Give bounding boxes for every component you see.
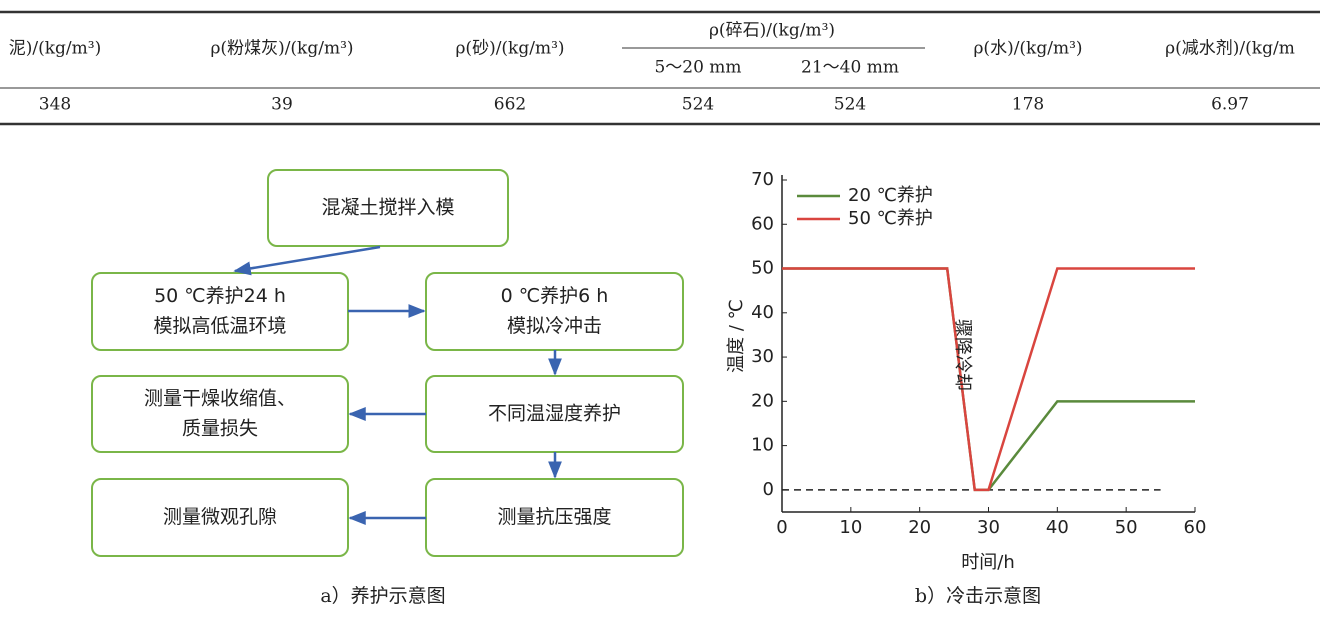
y-tick-label: 30 — [751, 346, 774, 367]
table-cell: 524 — [682, 95, 714, 115]
x-tick-label: 20 — [908, 517, 931, 538]
node-label: 混凝土搅拌入模 — [321, 197, 454, 219]
x-tick-label: 40 — [1046, 517, 1069, 538]
table-cell: 348 — [39, 95, 71, 115]
x-tick-label: 10 — [839, 517, 862, 538]
column-header: ρ(碎石)/(kg/m³) — [709, 21, 835, 41]
caption: b）冷击示意图 — [915, 585, 1041, 607]
y-tick-label: 10 — [751, 435, 774, 456]
sub-header: 21～40 mm — [801, 58, 899, 78]
series-line — [782, 267, 1195, 492]
x-axis-label: 时间/h — [961, 552, 1014, 573]
flow-node — [91, 375, 349, 453]
y-tick-label: 50 — [751, 258, 774, 279]
x-tick-label: 0 — [776, 517, 787, 538]
node-label: 0 ℃养护6 h — [501, 285, 609, 307]
x-tick-label: 30 — [977, 517, 1000, 538]
flowchart: 混凝土搅拌入模 50 ℃养护24 h 模拟高低温环境 0 ℃养护6 h 模拟冷冲击测量干… — [91, 169, 684, 557]
column-header: ρ(减水剂)/(kg/m — [1165, 39, 1295, 59]
y-tick-label: 20 — [751, 390, 774, 411]
flow-arrow — [233, 245, 381, 276]
node-label: 测量干燥收缩值、 — [144, 388, 296, 410]
column-header: ρ(粉煤灰)/(kg/m³) — [210, 39, 353, 59]
table-cell: 39 — [271, 95, 293, 115]
table: 泥)/(kg/m³) ρ(粉煤灰)/(kg/m³) ρ(砂)/(kg/m³) ρ(碎石… — [0, 10, 1320, 126]
node-label: 50 ℃养护24 h — [154, 285, 286, 307]
column-header: ρ(水)/(kg/m³) — [973, 39, 1082, 59]
annotation: 骤降冷却 — [952, 319, 973, 391]
flow-node — [91, 478, 349, 557]
table-cell: 178 — [1012, 95, 1044, 115]
x-tick-label: 60 — [1184, 517, 1207, 538]
y-axis-label: 温度 / ℃ — [726, 299, 747, 373]
caption: a）养护示意图 — [320, 585, 445, 607]
flow-node — [267, 169, 509, 247]
y-tick-label: 40 — [751, 302, 774, 323]
node-label: 测量抗压强度 — [497, 506, 611, 528]
table-cell: 662 — [494, 95, 526, 115]
node-label: 模拟冷冲击 — [507, 315, 602, 337]
table-cell: 6.97 — [1211, 95, 1249, 115]
y-tick-label: 0 — [763, 479, 774, 500]
node-label: 不同温湿度养护 — [488, 403, 621, 425]
column-header: ρ(砂)/(kg/m³) — [455, 39, 564, 59]
legend-label: 20 ℃养护 — [848, 185, 933, 206]
sub-header: 5～20 mm — [654, 58, 741, 78]
series-line — [782, 267, 1195, 492]
y-tick-label: 70 — [751, 169, 774, 190]
node-label: 模拟高低温环境 — [153, 315, 286, 337]
y-tick-label: 60 — [751, 213, 774, 234]
legend-label: 50 ℃养护 — [848, 208, 933, 229]
x-tick-label: 50 — [1115, 517, 1138, 538]
node-label: 质量损失 — [182, 418, 258, 440]
node-label: 测量微观孔隙 — [163, 506, 277, 528]
table-cell: 524 — [834, 95, 866, 115]
column-header: 泥)/(kg/m³) — [9, 39, 101, 59]
